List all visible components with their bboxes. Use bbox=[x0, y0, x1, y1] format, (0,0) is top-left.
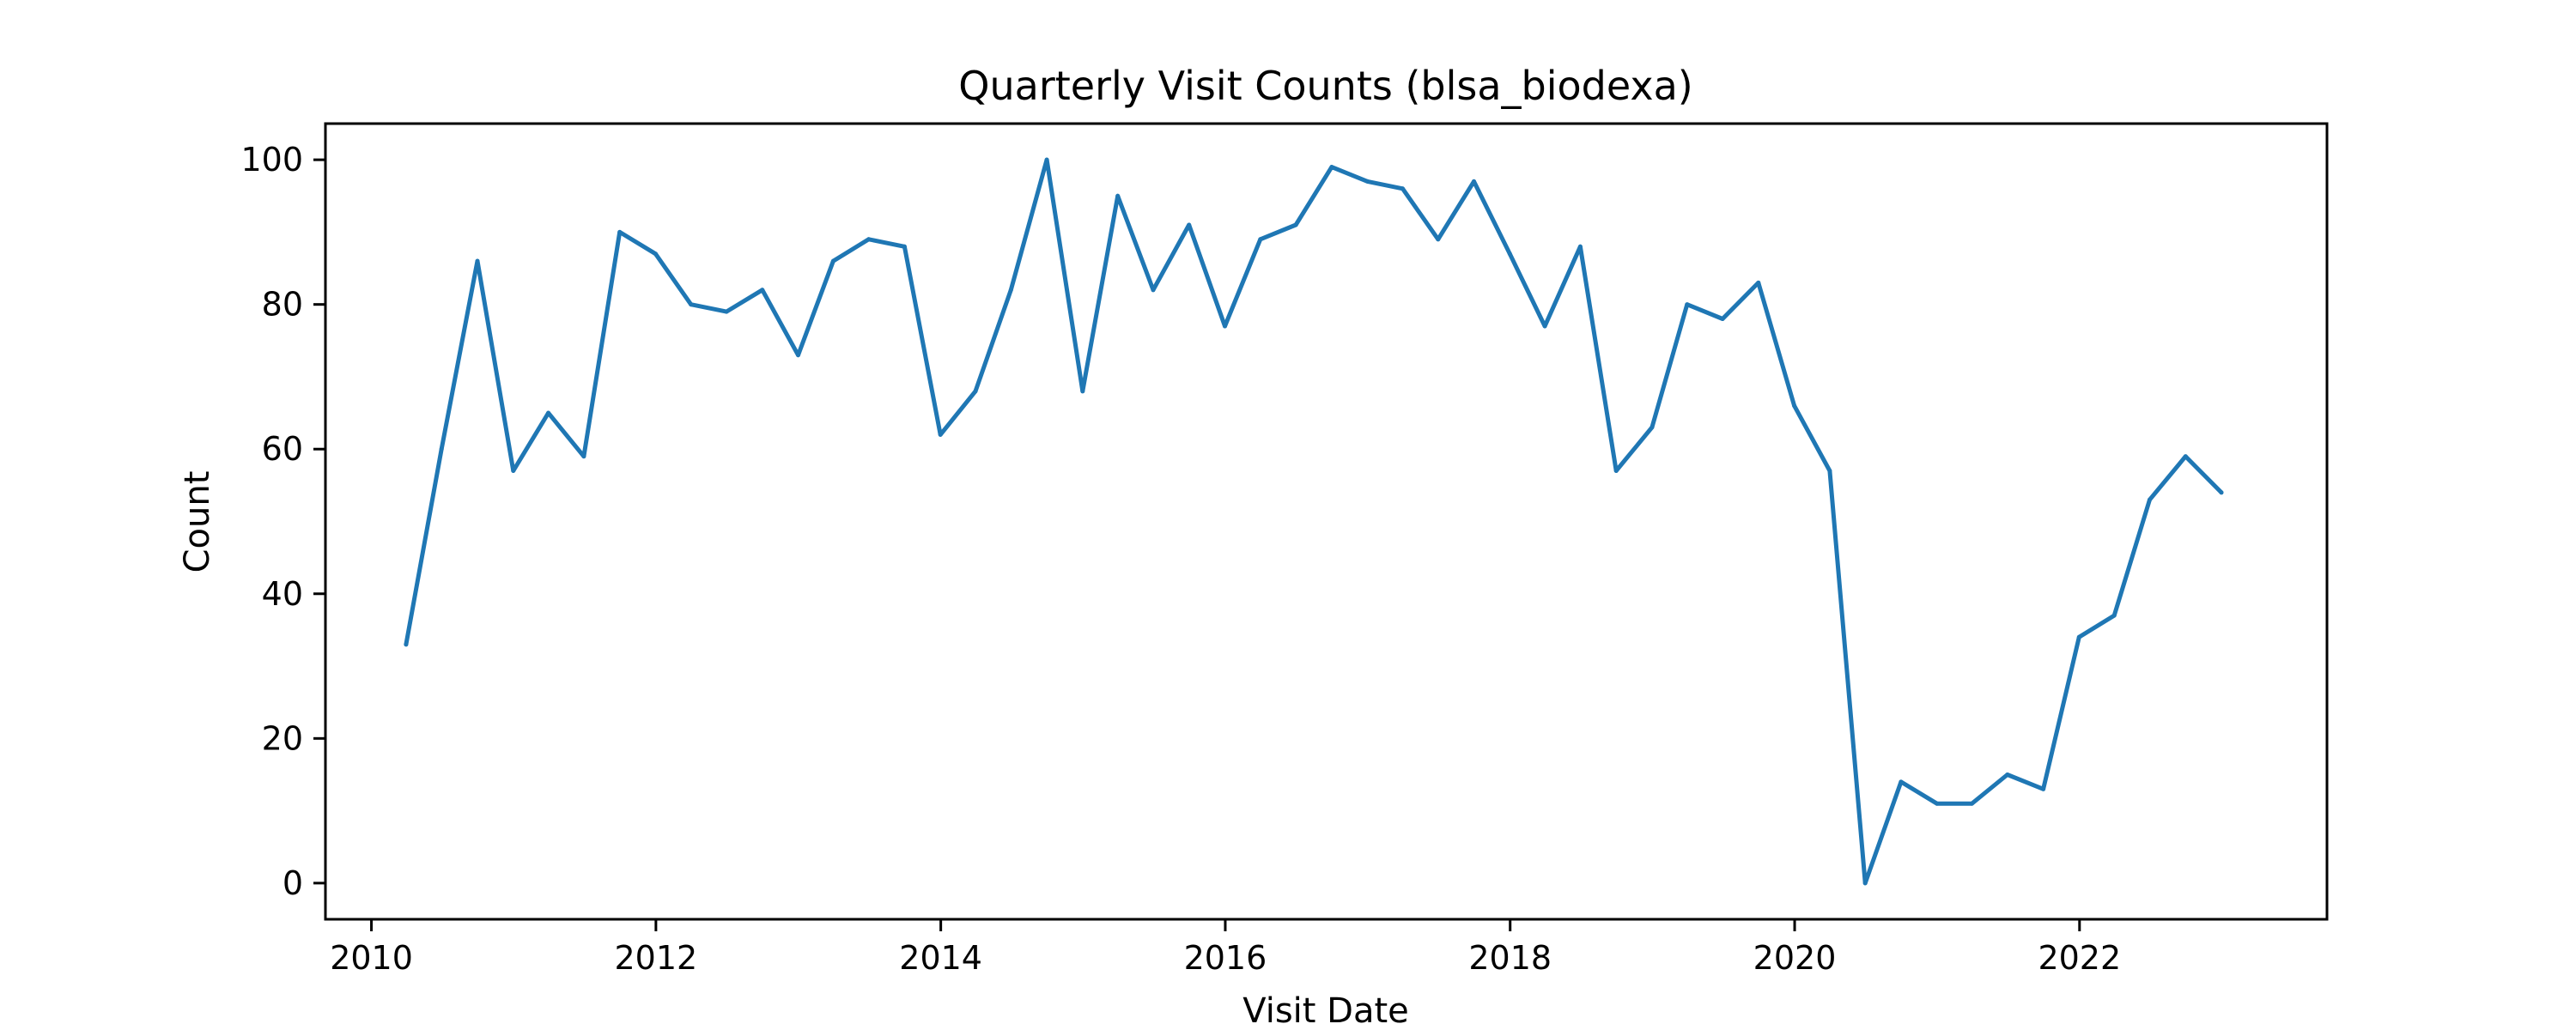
data-point bbox=[902, 244, 907, 249]
x-tick-label: 2012 bbox=[615, 939, 698, 977]
data-point bbox=[439, 446, 444, 451]
x-tick-label: 2020 bbox=[1753, 939, 1837, 977]
y-axis-ticks: 0 20 40 60 80 100 bbox=[240, 141, 325, 902]
y-tick-label: 20 bbox=[262, 719, 303, 757]
data-point bbox=[1258, 237, 1263, 242]
data-point bbox=[724, 309, 729, 314]
data-point bbox=[1080, 389, 1085, 394]
data-point bbox=[689, 302, 694, 307]
data-point bbox=[1151, 288, 1156, 293]
data-point bbox=[2183, 454, 2188, 459]
data-point bbox=[2005, 772, 2010, 777]
data-point bbox=[1720, 317, 1725, 321]
data-point bbox=[404, 642, 409, 647]
data-point bbox=[760, 288, 765, 293]
data-point bbox=[938, 432, 943, 437]
data-point bbox=[1935, 801, 1940, 806]
plot-area bbox=[404, 157, 2224, 886]
data-point bbox=[1577, 244, 1583, 249]
data-point bbox=[1400, 186, 1405, 191]
data-point bbox=[1044, 157, 1049, 162]
data-point bbox=[866, 237, 872, 242]
data-points bbox=[404, 157, 2224, 886]
data-point bbox=[796, 353, 800, 358]
data-point bbox=[1899, 779, 1904, 785]
data-point bbox=[973, 389, 978, 394]
data-point bbox=[1649, 425, 1655, 430]
x-tick-label: 2014 bbox=[899, 939, 982, 977]
x-tick-label: 2022 bbox=[2038, 939, 2121, 977]
data-point bbox=[1756, 280, 1761, 285]
data-point bbox=[1827, 469, 1832, 473]
plot-frame bbox=[324, 122, 2329, 921]
data-point bbox=[2111, 613, 2117, 618]
x-axis-ticks: 2010 2012 2014 2016 2018 2020 2022 bbox=[330, 919, 2121, 977]
data-point bbox=[1472, 179, 1476, 184]
y-axis-label: Count bbox=[178, 471, 217, 573]
y-tick-label: 40 bbox=[262, 575, 303, 613]
data-point bbox=[475, 258, 480, 264]
data-point bbox=[1008, 288, 1013, 293]
series-line bbox=[404, 157, 2224, 886]
data-point bbox=[2041, 786, 2046, 791]
data-point bbox=[1862, 881, 1868, 886]
x-tick-label: 2010 bbox=[330, 939, 413, 977]
data-point bbox=[653, 251, 658, 257]
data-point bbox=[2076, 634, 2081, 639]
y-tick-label: 0 bbox=[283, 864, 303, 902]
data-point bbox=[1613, 469, 1619, 473]
data-point bbox=[1792, 403, 1797, 409]
x-tick-label: 2018 bbox=[1468, 939, 1552, 977]
data-point bbox=[546, 410, 551, 415]
data-point bbox=[511, 469, 516, 473]
data-point bbox=[2219, 490, 2224, 495]
data-point bbox=[1187, 222, 1192, 227]
data-point bbox=[1115, 193, 1121, 198]
chart-title: Quarterly Visit Counts (blsa_biodexa) bbox=[958, 63, 1692, 109]
data-point bbox=[1223, 324, 1227, 329]
y-tick-label: 60 bbox=[262, 430, 303, 468]
data-point bbox=[1685, 302, 1690, 307]
data-point bbox=[581, 454, 586, 459]
data-point bbox=[1970, 801, 1974, 806]
x-axis-label: Visit Date bbox=[1242, 991, 1409, 1030]
data-point bbox=[2148, 497, 2152, 502]
data-point bbox=[1293, 222, 1298, 227]
data-point bbox=[617, 229, 623, 234]
y-tick-label: 100 bbox=[240, 141, 303, 179]
data-point bbox=[1436, 237, 1441, 242]
data-point bbox=[1507, 251, 1512, 257]
data-point bbox=[1365, 179, 1370, 184]
data-point bbox=[1329, 165, 1334, 170]
y-tick-label: 80 bbox=[262, 286, 303, 324]
data-point bbox=[830, 258, 835, 264]
data-point bbox=[1542, 324, 1547, 329]
x-tick-label: 2016 bbox=[1184, 939, 1267, 977]
